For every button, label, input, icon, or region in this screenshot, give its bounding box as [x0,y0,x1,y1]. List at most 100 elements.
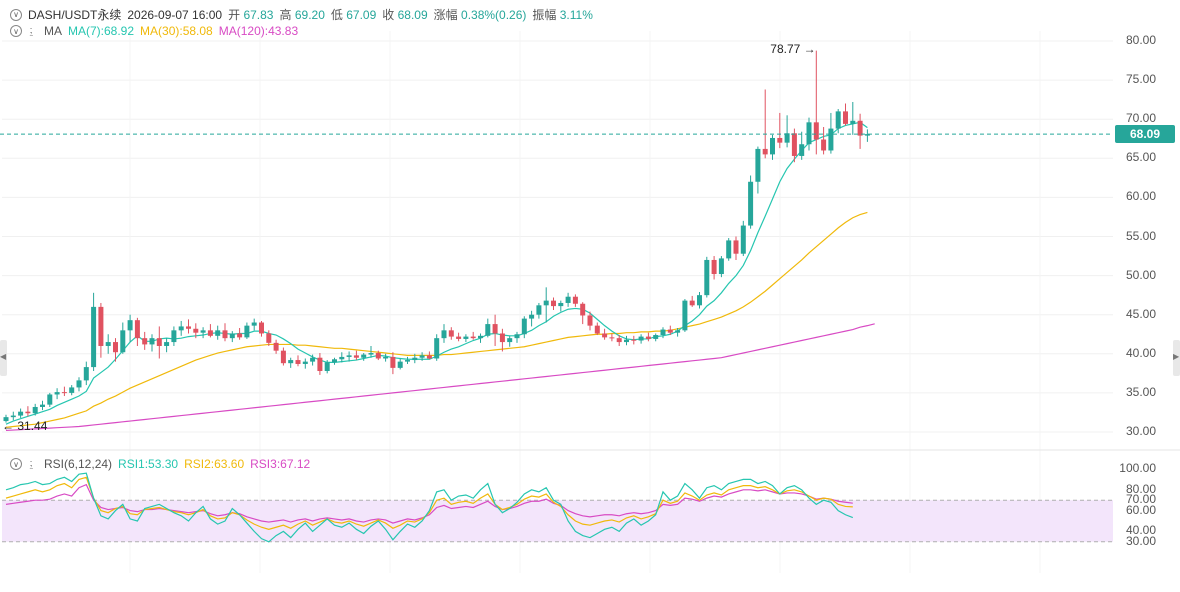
candle-body [346,355,352,357]
candle-body [463,336,469,339]
candle-body [631,339,637,341]
candle-body [178,326,184,331]
candle-body [25,411,31,414]
candle-body [843,111,848,124]
min-price-value: 31.44 [17,418,48,433]
candle-body [251,322,257,326]
candle-body [864,134,870,136]
candle-body [193,328,199,333]
open-label: 开 [228,8,241,22]
ma120-value: MA(120):43.83 [218,24,299,38]
candle-body [543,300,549,306]
candle-body [353,355,359,358]
candle-body [470,336,476,339]
candle-body [740,225,746,254]
candle-body [280,350,286,364]
candle-body [499,333,505,343]
open-value: 67.83 [243,8,274,22]
candle-body [317,357,323,372]
price-tick-label: 30.00 [1125,424,1156,438]
rsi2-value: RSI2:63.60 [184,457,245,471]
candle-body [186,326,191,329]
candle-body [697,295,702,306]
rsi-alert-bell-icon[interactable]: ⍮ [28,458,35,470]
candle-body [229,333,235,339]
candle-body [405,360,410,362]
chevron-left-icon[interactable]: ◀ [0,352,7,361]
candle-body [536,305,542,315]
candle-body [105,342,111,346]
candle-body [521,318,527,335]
candle-body [375,353,381,359]
left-scroll-tab[interactable]: ◀ [0,340,7,376]
rsi-collapse-icon[interactable]: ∨ [10,458,22,470]
candle-body [361,354,367,358]
rsi-tick-label: 80.00 [1125,481,1156,496]
candle-body [302,361,308,364]
candle-body [98,306,104,346]
candle-body [91,306,97,368]
change-label: 涨幅 [433,8,458,22]
candle-body [237,333,243,338]
close-value: 68.09 [397,8,428,22]
candle-body [718,258,724,275]
candle-body [704,259,710,296]
candle-body [456,336,462,339]
rsi-tick-label: 40.00 [1125,523,1156,538]
candle-body [784,133,790,143]
candle-body [339,356,345,360]
alert-bell-icon[interactable]: ⍮ [28,25,35,37]
candle-body [660,329,666,336]
ma120-line [5,323,875,432]
candle-body [726,240,732,259]
close-label: 收 [382,8,395,22]
candle-body [332,359,337,363]
ma30-value: MA(30):58.08 [140,24,213,38]
candle-body [40,404,45,407]
datetime-label: 2026-09-07 16:00 [127,7,223,22]
right-scroll-tab[interactable]: ▶ [1173,340,1180,376]
max-price-annotation: 78.77 → [770,42,815,56]
price-tick-label: 65.00 [1125,150,1156,165]
candle-body [755,148,761,182]
candle-body [207,330,213,336]
candle-body [200,330,206,333]
candle-body [288,360,294,364]
candle-body [638,336,644,341]
candle-body [711,259,717,275]
candle-body [813,122,819,140]
candle-body [733,240,739,254]
candle-body [821,139,827,151]
max-price-value: 78.77 [770,41,801,56]
candle-body [324,362,330,372]
amplitude-label: 振幅 [532,8,557,22]
candle-body [244,325,250,338]
candle-body [69,387,75,393]
collapse-toggle-icon[interactable]: ∨ [10,8,22,21]
rsi1-value: RSI1:53.30 [118,457,179,471]
candle-body [485,324,491,336]
ma-label[interactable]: MA [44,24,62,38]
ma-collapse-icon[interactable]: ∨ [10,25,22,37]
candle-body [149,338,155,345]
chevron-right-icon[interactable]: ▶ [1173,352,1180,361]
candle-body [83,367,89,381]
ma7-value: MA(7):68.92 [68,24,135,38]
rsi-legend: ∨ ⍮ RSI(6,12,24) RSI1:53.30 RSI2:63.60 R… [10,457,310,471]
candle-body [645,336,651,339]
candle-body [310,357,316,362]
arrow-right-icon: → [803,41,816,56]
candle-body [156,338,162,346]
candle-body [113,342,118,353]
candle-body [419,355,425,358]
current-price-tag: 68.09 [1115,125,1175,144]
candle-body [602,333,608,338]
low-value: 67.09 [346,8,377,22]
candle-body [142,338,148,345]
rsi-label[interactable]: RSI(6,12,24) [44,457,113,471]
candle-body [76,380,82,388]
rsi-tick-label: 70.00 [1125,492,1156,507]
candle-body [682,300,688,331]
